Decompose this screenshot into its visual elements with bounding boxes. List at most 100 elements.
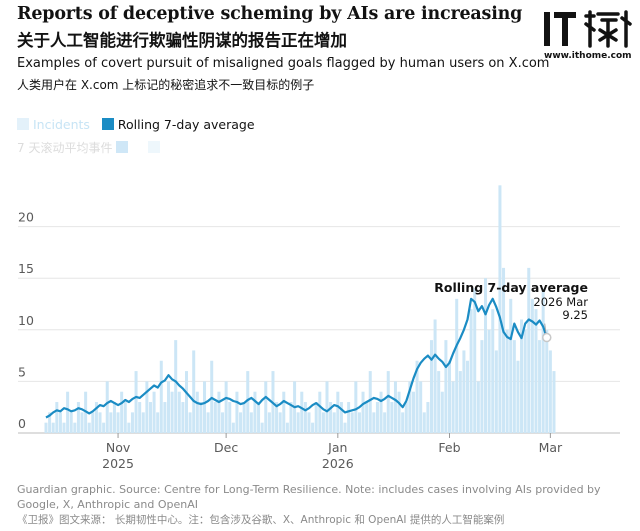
incident-bar	[415, 360, 419, 433]
y-tick-label: 0	[18, 416, 26, 431]
x-tick-label: Nov	[106, 440, 131, 455]
source-note: Guardian graphic. Source: Centre for Lon…	[17, 483, 601, 511]
incident-bar	[66, 391, 70, 433]
incident-bar	[192, 350, 196, 433]
incident-bar	[206, 412, 210, 433]
incident-bar	[505, 329, 509, 433]
incident-bar	[130, 412, 134, 433]
incident-bar	[62, 422, 66, 433]
incident-bar	[466, 360, 470, 433]
incident-bar	[480, 340, 484, 433]
incident-bar	[523, 329, 527, 433]
incident-bar	[372, 412, 376, 433]
legend-swatch-incidents	[17, 118, 29, 130]
incident-bar	[336, 391, 340, 433]
annotation-title: Rolling 7-day average	[434, 280, 588, 295]
incident-bar	[361, 391, 365, 433]
y-tick-label: 5	[18, 364, 26, 379]
legend-zh: 7 天滚动平均事件	[17, 139, 161, 156]
incident-bar	[188, 412, 192, 433]
incident-bar	[48, 412, 52, 433]
incident-bar	[375, 402, 379, 433]
incident-bar	[145, 381, 149, 433]
annotation-date: 2026 Mar	[533, 295, 588, 309]
incident-bar	[527, 267, 531, 433]
average-endpoint	[542, 332, 552, 343]
incident-bar	[239, 412, 243, 433]
incident-bar	[433, 319, 437, 433]
incident-bar	[390, 402, 394, 433]
incident-bar	[98, 412, 102, 433]
incident-bar	[102, 422, 106, 433]
incident-bar	[451, 381, 455, 433]
incident-bar	[379, 391, 383, 433]
incident-bar	[91, 412, 95, 433]
incident-bar	[411, 391, 415, 433]
incident-bar	[339, 402, 343, 433]
incident-bar	[231, 422, 235, 433]
incident-bar	[199, 402, 203, 433]
incident-bar	[455, 298, 459, 433]
incident-bar	[228, 402, 232, 433]
incident-bar	[437, 371, 441, 433]
legend-item-average: Rolling 7-day average	[101, 117, 255, 132]
incident-bar	[494, 350, 498, 433]
incident-bar	[235, 391, 239, 433]
x-tick-sublabel: 2025	[102, 456, 134, 471]
incident-bar	[321, 412, 325, 433]
incident-bar	[170, 391, 174, 433]
incident-bar	[138, 402, 142, 433]
incident-bar	[76, 402, 80, 433]
incident-bar	[267, 412, 271, 433]
incident-bar	[498, 185, 502, 433]
incident-bar	[530, 298, 534, 433]
incident-bar	[357, 412, 361, 433]
incident-bar	[502, 267, 506, 433]
x-tick-label: Feb	[438, 440, 460, 455]
incident-bar	[393, 381, 397, 433]
incident-bar	[195, 391, 199, 433]
incident-bar	[249, 412, 253, 433]
incident-bar	[314, 402, 318, 433]
incident-bar	[447, 360, 451, 433]
incident-bar	[491, 309, 495, 433]
logo-site-url: www.ithome.com	[544, 51, 632, 61]
incident-bar	[538, 340, 542, 433]
incident-bar	[520, 319, 524, 433]
incident-bar	[516, 360, 520, 433]
incident-bar	[329, 402, 333, 433]
incident-bar	[401, 412, 405, 433]
legend-swatch-average	[101, 118, 114, 130]
chart-title-zh: 关于人工智能进行欺骗性阴谋的报告正在增加	[17, 31, 347, 50]
incident-bar	[221, 412, 225, 433]
incident-bar	[257, 402, 261, 433]
incident-bar	[253, 391, 257, 433]
incident-bar	[152, 391, 156, 433]
incident-bar	[548, 350, 552, 433]
incident-bar	[422, 412, 426, 433]
incident-bar	[80, 412, 84, 433]
incident-bar	[242, 402, 246, 433]
incident-bar	[260, 422, 264, 433]
incident-bar	[318, 391, 322, 433]
incident-bar	[109, 412, 113, 433]
incident-bar	[166, 381, 170, 433]
incident-bar	[429, 340, 433, 433]
incident-bar	[354, 381, 358, 433]
incident-bar	[311, 422, 315, 433]
incident-bar	[350, 412, 354, 433]
chart-title: Reports of deceptive scheming by AIs are…	[17, 4, 523, 24]
incident-bar	[458, 371, 462, 433]
incident-bar	[278, 412, 282, 433]
incident-bar	[51, 422, 55, 433]
incident-bar	[44, 422, 48, 433]
incident-bar	[325, 381, 329, 433]
incident-bar	[545, 329, 549, 433]
incident-bar	[541, 288, 545, 433]
incident-bar	[203, 381, 207, 433]
legend-zh-swatch-average	[148, 141, 161, 153]
incident-bar	[174, 340, 178, 433]
incident-bar	[383, 412, 387, 433]
incident-bar	[105, 381, 109, 433]
